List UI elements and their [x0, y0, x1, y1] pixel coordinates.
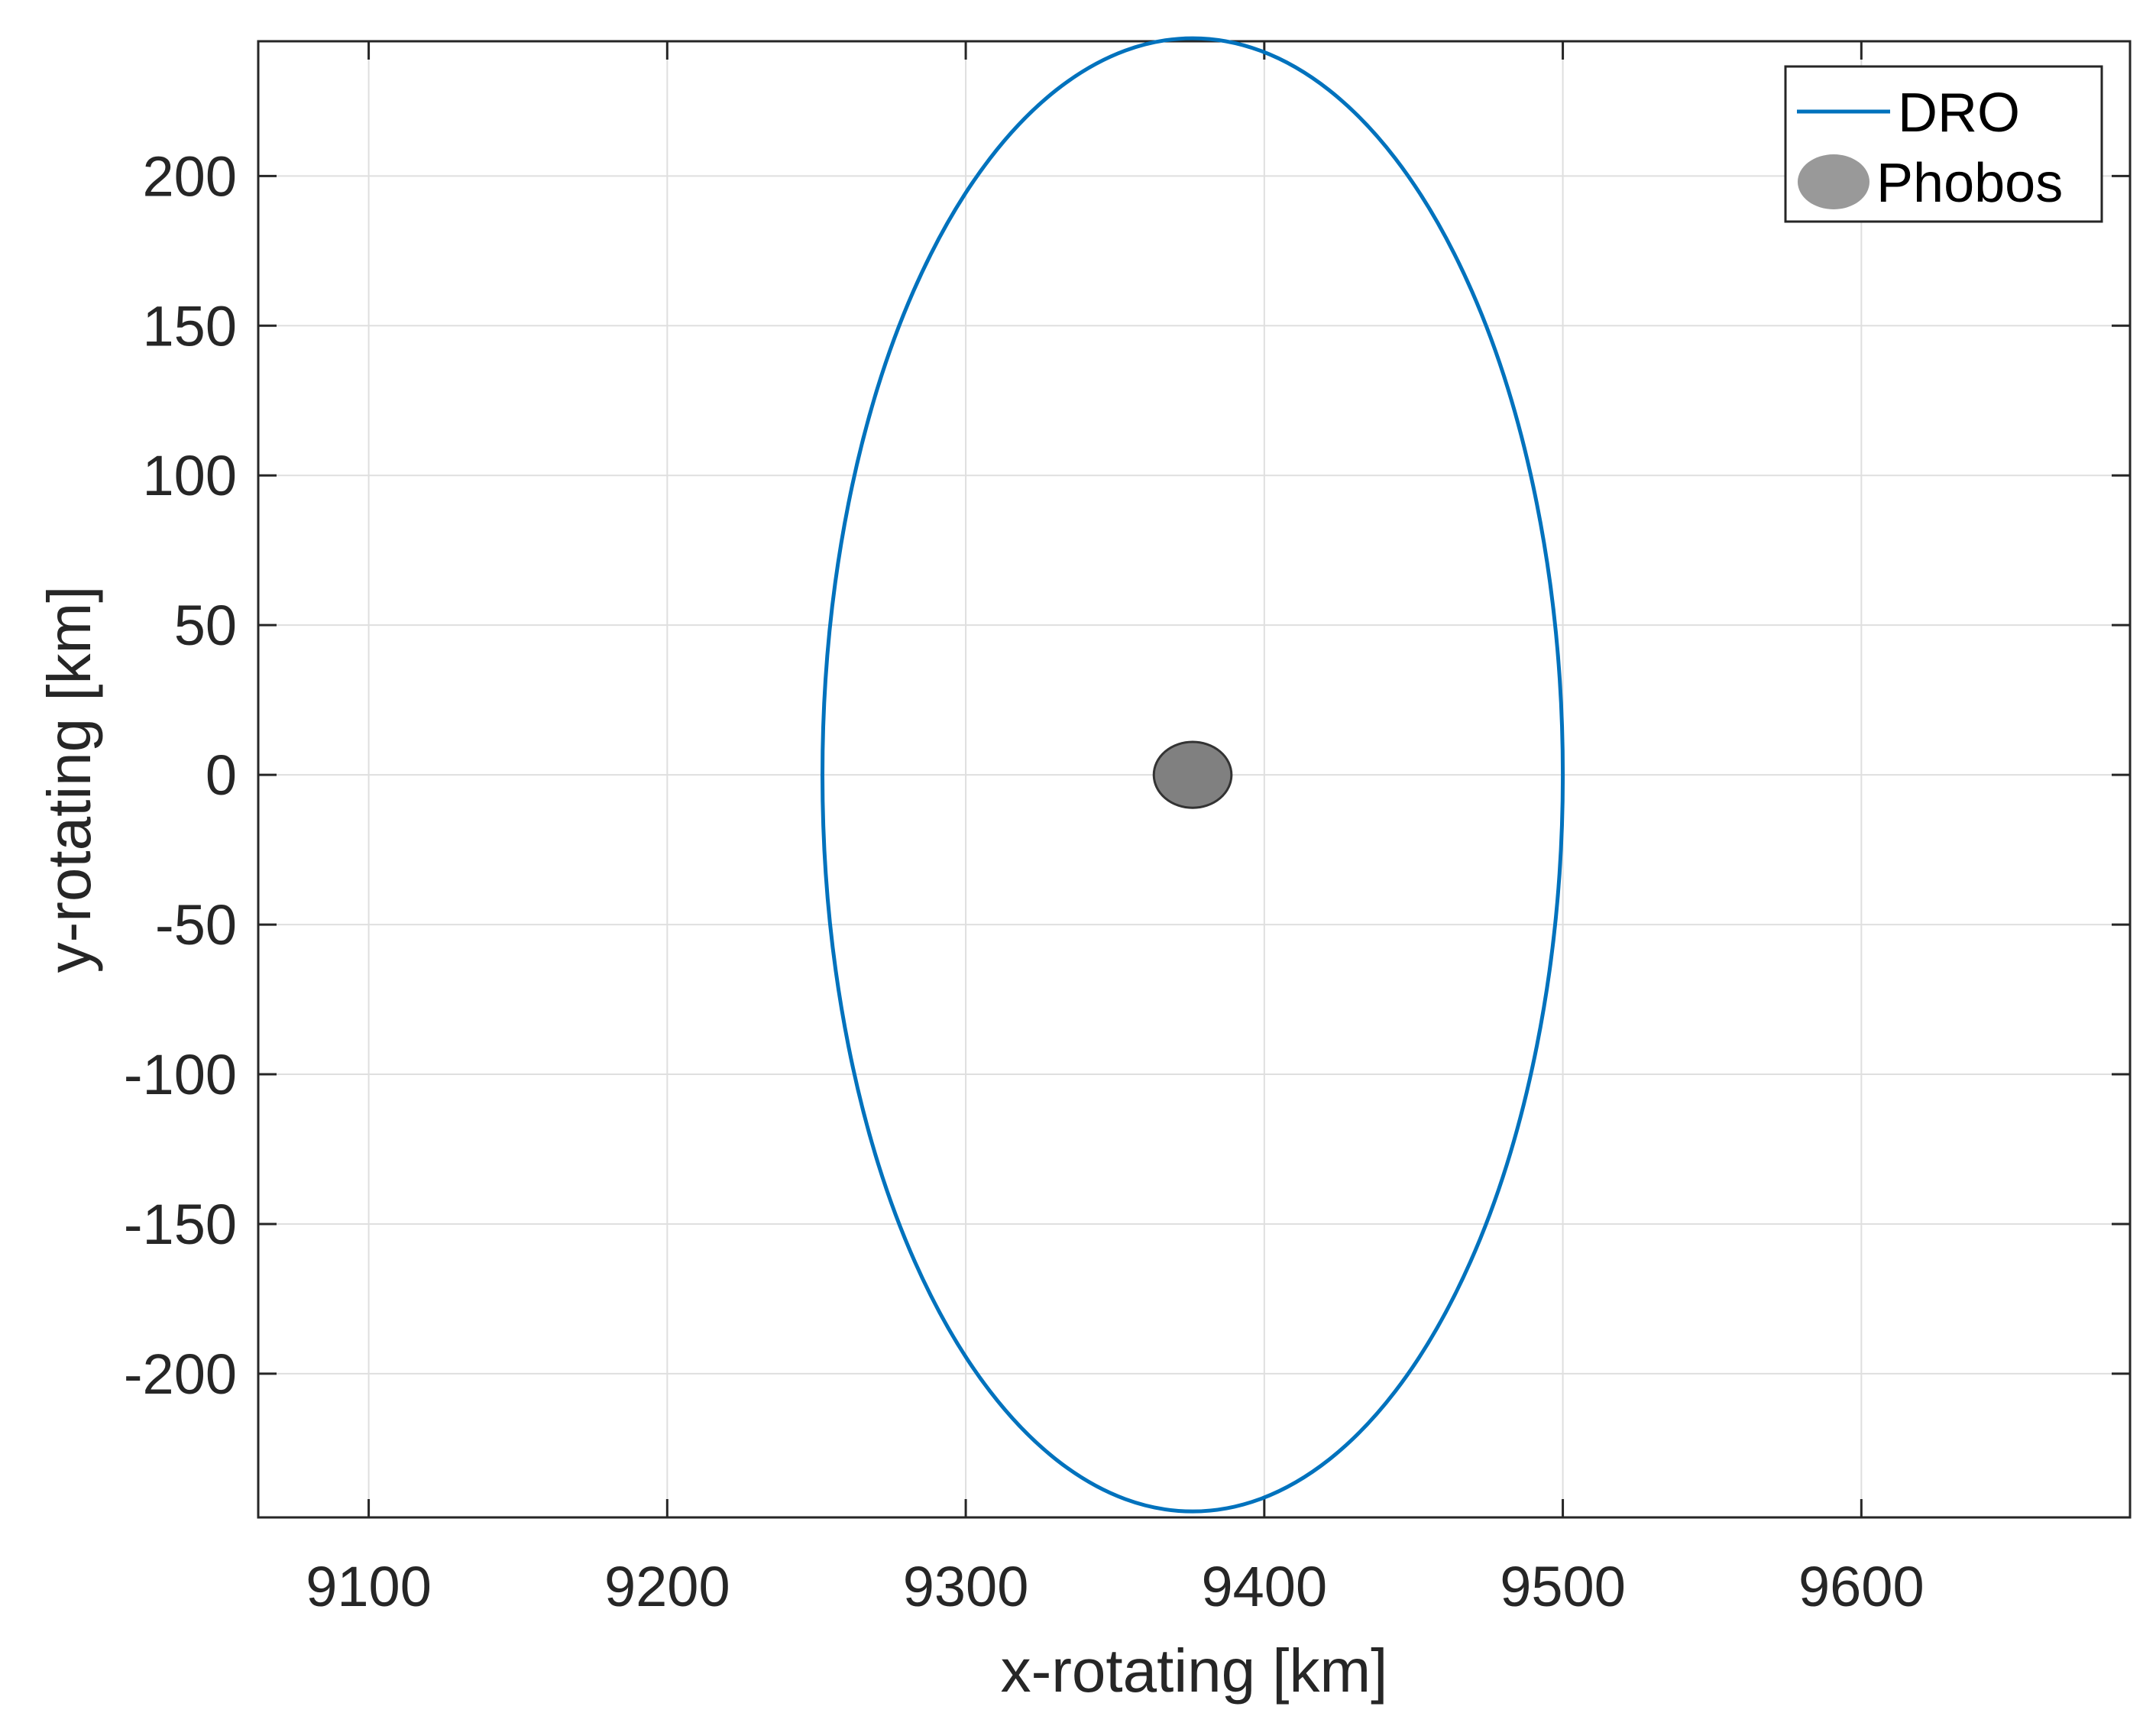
y-axis-label: y-rotating [km] [35, 586, 103, 973]
x-tick-labels: 9100 9200 9300 9400 9500 9600 [306, 1555, 1924, 1618]
phobos-body [1152, 740, 1233, 809]
x-axis-label: x-rotating [km] [1001, 1637, 1388, 1705]
y-tick-label: 150 [143, 294, 237, 358]
x-tick-label: 9300 [903, 1555, 1029, 1618]
x-tick-label: 9100 [306, 1555, 432, 1618]
dro-orbit-line [821, 36, 1565, 1514]
y-tick-label: -150 [124, 1193, 237, 1256]
legend-phobos-label: Phobos [1876, 153, 2063, 214]
x-tick-label: 9500 [1500, 1555, 1626, 1618]
tick-marks [258, 41, 2130, 1517]
legend-dro-label: DRO [1898, 83, 2020, 144]
y-tick-label: 50 [174, 594, 237, 657]
y-tick-labels: 200 150 100 50 0 -50 -100 -150 -200 [124, 144, 237, 1406]
y-tick-label: -50 [155, 893, 237, 957]
legend: DRO Phobos [1784, 65, 2103, 223]
y-tick-label: 100 [143, 444, 237, 507]
x-tick-label: 9400 [1202, 1555, 1328, 1618]
legend-phobos-marker [1798, 154, 1870, 209]
x-tick-label: 9200 [604, 1555, 730, 1618]
y-tick-label: 200 [143, 144, 237, 208]
y-tick-label: 0 [206, 743, 237, 807]
x-tick-label: 9600 [1798, 1555, 1925, 1618]
y-tick-label: -100 [124, 1043, 237, 1106]
plot-frame [257, 40, 2132, 1519]
series-layer [821, 36, 1565, 1514]
y-tick-label: -200 [124, 1342, 237, 1406]
